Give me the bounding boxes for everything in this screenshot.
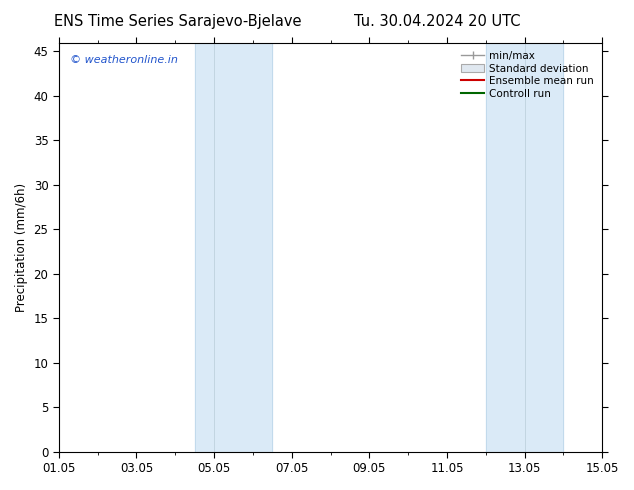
- Text: ENS Time Series Sarajevo-Bjelave: ENS Time Series Sarajevo-Bjelave: [54, 14, 301, 29]
- Text: © weatheronline.in: © weatheronline.in: [70, 55, 178, 65]
- Bar: [486, 43, 564, 452]
- Y-axis label: Precipitation (mm/6h): Precipitation (mm/6h): [15, 183, 28, 312]
- Text: Tu. 30.04.2024 20 UTC: Tu. 30.04.2024 20 UTC: [354, 14, 521, 29]
- Legend: min/max, Standard deviation, Ensemble mean run, Controll run: min/max, Standard deviation, Ensemble me…: [458, 48, 597, 102]
- Bar: [195, 43, 273, 452]
